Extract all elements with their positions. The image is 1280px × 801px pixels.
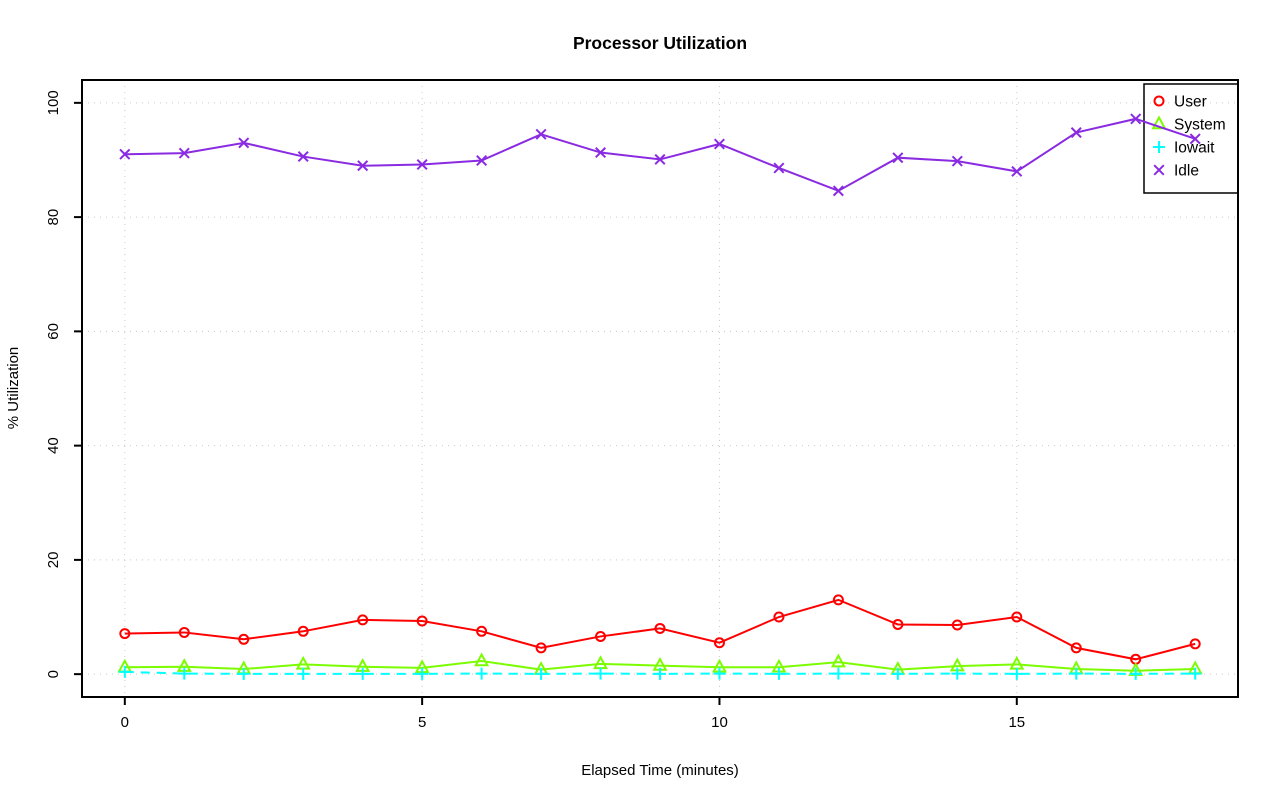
circle-icon xyxy=(1153,95,1165,107)
data-point-iowait xyxy=(951,667,964,680)
y-tick-label: 100 xyxy=(45,90,62,115)
data-point-user xyxy=(654,622,666,634)
data-point-idle xyxy=(892,152,904,164)
data-point-user xyxy=(595,630,607,642)
data-point-iowait xyxy=(891,667,904,680)
data-point-user xyxy=(357,614,369,626)
data-point-idle xyxy=(595,147,607,159)
plot-area: 0 5 10 15 0 20 40 60 80 100 User System Iowait Idle xyxy=(45,79,1239,731)
data-point-idle xyxy=(951,155,963,167)
legend-label: System xyxy=(1174,117,1226,134)
data-point-idle xyxy=(357,160,369,172)
data-point-iowait xyxy=(118,665,131,678)
data-point-system xyxy=(474,652,490,667)
data-point-idle xyxy=(297,151,309,163)
data-point-user xyxy=(297,625,309,637)
data-point-iowait xyxy=(832,667,845,680)
x-tick-label: 15 xyxy=(1008,714,1025,731)
legend-label: Iowait xyxy=(1174,140,1215,157)
x-tick-label: 5 xyxy=(418,714,426,731)
data-point-iowait xyxy=(594,667,607,680)
data-point-iowait xyxy=(535,667,548,680)
data-point-user xyxy=(773,611,785,623)
data-point-user xyxy=(238,633,250,645)
x-tick-label: 10 xyxy=(711,714,728,731)
data-point-user xyxy=(832,594,844,606)
data-point-iowait xyxy=(1189,667,1202,680)
plot-border xyxy=(81,79,1239,698)
data-point-idle xyxy=(713,138,725,150)
data-point-iowait xyxy=(772,667,785,680)
data-point-idle xyxy=(416,159,428,171)
data-point-iowait xyxy=(475,667,488,680)
data-point-user xyxy=(119,628,131,640)
legend-item-user: User xyxy=(1153,94,1207,111)
data-point-iowait xyxy=(178,667,191,680)
data-point-idle xyxy=(832,185,844,197)
data-point-idle xyxy=(1189,133,1201,145)
y-tick-label: 40 xyxy=(45,437,62,454)
x-tick-label: 0 xyxy=(121,714,129,731)
data-point-iowait xyxy=(654,667,666,680)
legend-label: User xyxy=(1174,94,1207,111)
legend-label: Idle xyxy=(1174,163,1199,180)
y-tick-label: 80 xyxy=(45,209,62,226)
data-point-user xyxy=(1070,642,1082,654)
data-point-iowait xyxy=(713,667,726,680)
data-point-idle xyxy=(1070,127,1082,139)
data-point-iowait xyxy=(1010,667,1023,680)
data-point-system xyxy=(295,655,311,670)
data-point-user xyxy=(713,637,725,649)
data-point-idle xyxy=(238,137,250,149)
series-line-user xyxy=(124,598,1196,661)
data-point-system xyxy=(593,655,609,670)
data-point-system xyxy=(1009,655,1025,670)
legend-item-iowait: Iowait xyxy=(1153,140,1215,157)
data-point-system xyxy=(830,653,846,668)
y-tick-label: 0 xyxy=(45,670,62,678)
y-tick-label: 60 xyxy=(45,323,62,340)
data-point-iowait xyxy=(297,667,310,680)
series-line-idle xyxy=(124,117,1196,192)
triangle-icon xyxy=(1151,115,1167,130)
data-point-iowait xyxy=(1070,667,1083,680)
data-point-idle xyxy=(476,155,488,167)
plus-icon xyxy=(1153,141,1165,153)
data-point-user xyxy=(892,618,904,630)
y-axis-label: % Utilization xyxy=(5,347,22,430)
data-point-iowait xyxy=(356,667,369,680)
data-point-user xyxy=(178,626,190,638)
legend-item-idle: Idle xyxy=(1153,163,1199,180)
data-point-user xyxy=(535,642,547,654)
data-point-user xyxy=(1189,638,1201,650)
data-point-iowait xyxy=(237,667,250,680)
legend-box xyxy=(1143,83,1239,194)
legend-item-system: System xyxy=(1151,115,1226,134)
data-point-user xyxy=(951,619,963,631)
data-point-user xyxy=(1011,611,1023,623)
data-point-user xyxy=(476,625,488,637)
x-axis-label: Elapsed Time (minutes) xyxy=(581,762,739,779)
data-point-idle xyxy=(119,148,131,160)
x-icon xyxy=(1153,164,1165,176)
data-point-idle xyxy=(178,147,190,159)
series-line-system xyxy=(124,660,1196,672)
y-tick-label: 20 xyxy=(45,552,62,569)
data-point-idle xyxy=(1130,113,1142,125)
data-point-user xyxy=(416,615,428,627)
chart-title: Processor Utilization xyxy=(573,33,747,53)
data-point-idle xyxy=(773,162,785,174)
data-point-idle xyxy=(1011,165,1023,177)
data-point-iowait xyxy=(1129,667,1142,680)
data-point-idle xyxy=(654,153,666,165)
data-point-idle xyxy=(535,128,547,140)
data-point-iowait xyxy=(416,667,429,680)
